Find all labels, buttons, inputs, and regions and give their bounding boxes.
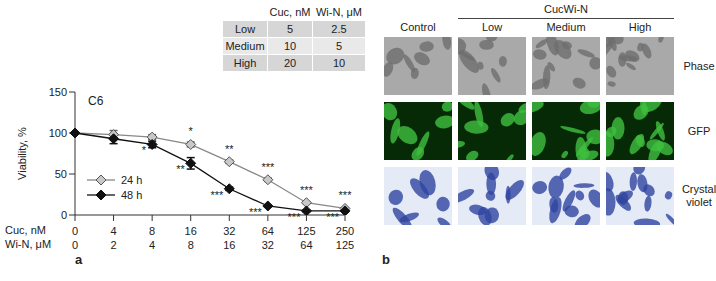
html-text:b: b: [382, 252, 390, 267]
svg-text:**: **: [176, 163, 185, 175]
html-text:5: 5: [335, 40, 343, 52]
svg-text:***: ***: [288, 211, 302, 223]
svg-text:64: 64: [262, 225, 274, 237]
svg-text:***: ***: [261, 161, 275, 173]
svg-text:8: 8: [149, 225, 155, 237]
html-text:24 h: 24 h: [121, 173, 143, 186]
html-text:High: High: [233, 57, 257, 69]
svg-text:0: 0: [72, 239, 78, 251]
html-text:20: 20: [283, 57, 297, 69]
svg-text:Viability, %: Viability, %: [16, 127, 28, 180]
svg-text:***: ***: [339, 189, 353, 201]
svg-text:125: 125: [336, 239, 354, 251]
svg-text:2: 2: [111, 239, 117, 251]
html-text:Wi-N, μM: Wi-N, μM: [316, 6, 362, 18]
html-text:5: 5: [286, 23, 294, 35]
svg-text:***: ***: [300, 184, 314, 196]
html-text:Low: Low: [234, 23, 256, 35]
svg-text:150: 150: [49, 86, 67, 98]
svg-text:0: 0: [61, 209, 67, 221]
svg-text:16: 16: [223, 239, 235, 251]
html-text:10: 10: [283, 40, 297, 52]
svg-text:8: 8: [188, 239, 194, 251]
html-text:Cuc, nM: Cuc, nM: [269, 6, 311, 18]
svg-text:4: 4: [111, 225, 117, 237]
html-text:C6: C6: [88, 94, 104, 108]
html-text:48 h: 48 h: [121, 188, 143, 201]
svg-text:4: 4: [149, 239, 155, 251]
svg-text:32: 32: [223, 225, 235, 237]
html-text:Wi-N, μM: Wi-N, μM: [5, 238, 51, 250]
svg-text:16: 16: [185, 225, 197, 237]
html-text:Low: Low: [481, 21, 503, 33]
html-text:Medium: Medium: [225, 40, 265, 52]
html-text:2.5: 2.5: [331, 23, 347, 35]
html-text:High: High: [628, 21, 652, 33]
svg-text:**: **: [225, 143, 234, 155]
svg-text:***: ***: [326, 211, 340, 223]
html-text:10: 10: [332, 57, 346, 69]
svg-text:64: 64: [300, 239, 312, 251]
svg-text:*: *: [189, 125, 194, 137]
svg-text:*: *: [142, 144, 147, 156]
svg-text:100: 100: [49, 127, 67, 139]
html-text:Control: Control: [400, 21, 436, 33]
html-text:Medium: Medium: [546, 21, 586, 33]
html-text:Crystal violet: Crystal violet: [681, 183, 716, 208]
svg-text:250: 250: [336, 225, 354, 237]
svg-text:***: ***: [210, 189, 224, 201]
html-text:Cuc, nM: Cuc, nM: [5, 224, 46, 236]
html-text:Phase: Phase: [683, 59, 715, 72]
svg-text:32: 32: [262, 239, 274, 251]
svg-text:0: 0: [72, 225, 78, 237]
html-text:GFP: GFP: [687, 124, 711, 137]
html-text:a: a: [75, 252, 83, 267]
svg-text:125: 125: [297, 225, 315, 237]
svg-text:***: ***: [249, 206, 263, 218]
html-text:CucWi-N: CucWi-N: [544, 3, 588, 15]
svg-text:50: 50: [55, 168, 67, 180]
